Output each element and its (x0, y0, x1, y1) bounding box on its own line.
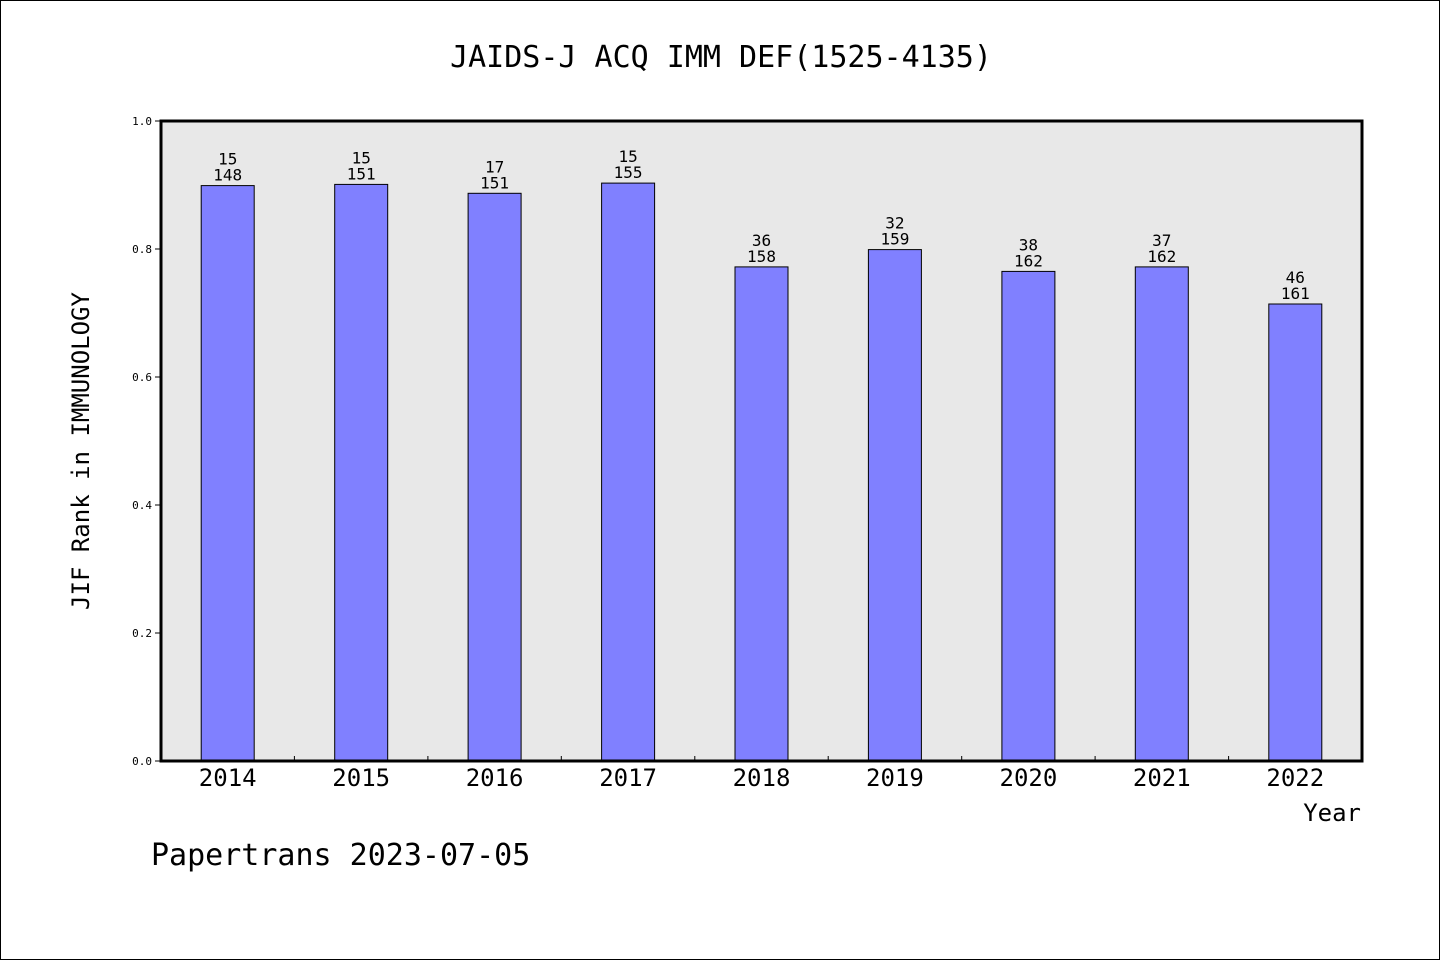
rank-label-2015: 15 (352, 148, 371, 167)
x-tick-label-2015: 2015 (332, 764, 390, 792)
x-tick-label-2017: 2017 (599, 764, 657, 792)
total-label-2016: 151 (480, 173, 509, 192)
x-tick-label-2018: 2018 (733, 764, 791, 792)
bar-2018 (734, 266, 789, 762)
rank-label-2022: 46 (1286, 268, 1305, 287)
x-tick-label-2022: 2022 (1266, 764, 1324, 792)
rank-label-2021: 37 (1152, 231, 1171, 250)
x-tick-label-2016: 2016 (466, 764, 524, 792)
total-label-2021: 162 (1147, 247, 1176, 266)
plot-frame (159, 119, 1364, 763)
bar-2017 (601, 182, 656, 762)
y-axis: 0.0 0.2 0.4 0.6 0.8 1.0 (132, 115, 161, 768)
chart-title: JAIDS-J ACQ IMM DEF(1525-4135) (450, 40, 992, 75)
rank-label-2017: 15 (618, 147, 637, 166)
bar-2014 (200, 185, 255, 762)
y-tick-label: 1.0 (132, 115, 152, 128)
footer-credit: Papertrans 2023-07-05 (151, 838, 530, 873)
x-tick-label-2014: 2014 (199, 764, 257, 792)
rank-label-2016: 17 (485, 157, 504, 176)
y-tick-label: 0.2 (132, 627, 152, 640)
x-tick-label-2021: 2021 (1133, 764, 1191, 792)
bar-2016 (467, 192, 522, 762)
y-tick-label: 0.4 (132, 499, 152, 512)
y-tick-label: 0.6 (132, 371, 152, 384)
y-tick-label: 0.8 (132, 243, 152, 256)
bars-group (200, 182, 1323, 762)
x-axis-label: Year (1303, 799, 1361, 827)
x-axis: 2014 2015 2016 2017 2018 2019 2020 2021 2022 (199, 756, 1324, 792)
x-tick-label-2020: 2020 (1000, 764, 1058, 792)
bar-2021 (1134, 266, 1189, 762)
rank-label-2018: 36 (752, 231, 771, 250)
total-label-2019: 159 (880, 230, 909, 249)
bar-2015 (334, 183, 389, 762)
bar-2019 (867, 249, 922, 762)
rank-label-2020: 38 (1019, 235, 1038, 254)
y-axis-label: JIF Rank in IMMUNOLOGY (67, 292, 95, 610)
rank-label-2014: 15 (218, 150, 237, 169)
total-label-2014: 148 (213, 166, 242, 185)
total-label-2017: 155 (614, 163, 643, 182)
total-label-2020: 162 (1014, 251, 1043, 270)
bar-2022 (1268, 303, 1323, 762)
total-label-2015: 151 (347, 164, 376, 183)
y-tick-label: 0.0 (132, 755, 152, 768)
rank-label-2019: 32 (885, 214, 904, 233)
total-label-2018: 158 (747, 247, 776, 266)
bar-2020 (1001, 270, 1056, 762)
total-label-2022: 161 (1281, 284, 1310, 303)
x-tick-label-2019: 2019 (866, 764, 924, 792)
